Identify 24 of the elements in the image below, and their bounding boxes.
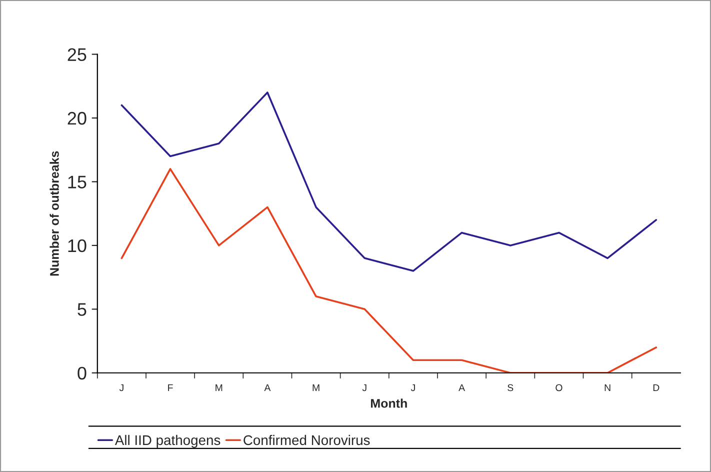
y-axis-title: Number of outbreaks bbox=[50, 151, 59, 276]
x-axis-title: Month bbox=[371, 398, 407, 408]
y-tick-label: 20 bbox=[68, 112, 86, 125]
x-tick-label: S bbox=[508, 384, 514, 392]
x-tick-label: J bbox=[362, 384, 366, 392]
x-tick-label: O bbox=[556, 384, 562, 392]
x-tick-label: A bbox=[264, 384, 271, 392]
x-tick-label: M bbox=[312, 384, 320, 392]
x-tick-label: J bbox=[119, 384, 124, 392]
line-series bbox=[120, 92, 658, 272]
y-tick-label: 25 bbox=[68, 48, 86, 61]
y-tick-label: 10 bbox=[68, 239, 86, 252]
line-series bbox=[120, 168, 658, 373]
x-tick-label: D bbox=[653, 384, 660, 392]
x-tick-label: N bbox=[604, 384, 610, 392]
y-tick-label: 15 bbox=[68, 176, 86, 188]
legend-label: Confirmed Norovirus bbox=[244, 434, 370, 446]
x-tick-label: A bbox=[458, 384, 466, 392]
legend-label: All IID pathogens bbox=[114, 434, 220, 448]
x-tick-label: F bbox=[168, 384, 173, 392]
x-tick-label: M bbox=[216, 384, 222, 392]
y-tick-label: 5 bbox=[78, 303, 86, 316]
x-tick-label: J bbox=[410, 384, 415, 392]
y-tick-label: 0 bbox=[78, 366, 86, 380]
